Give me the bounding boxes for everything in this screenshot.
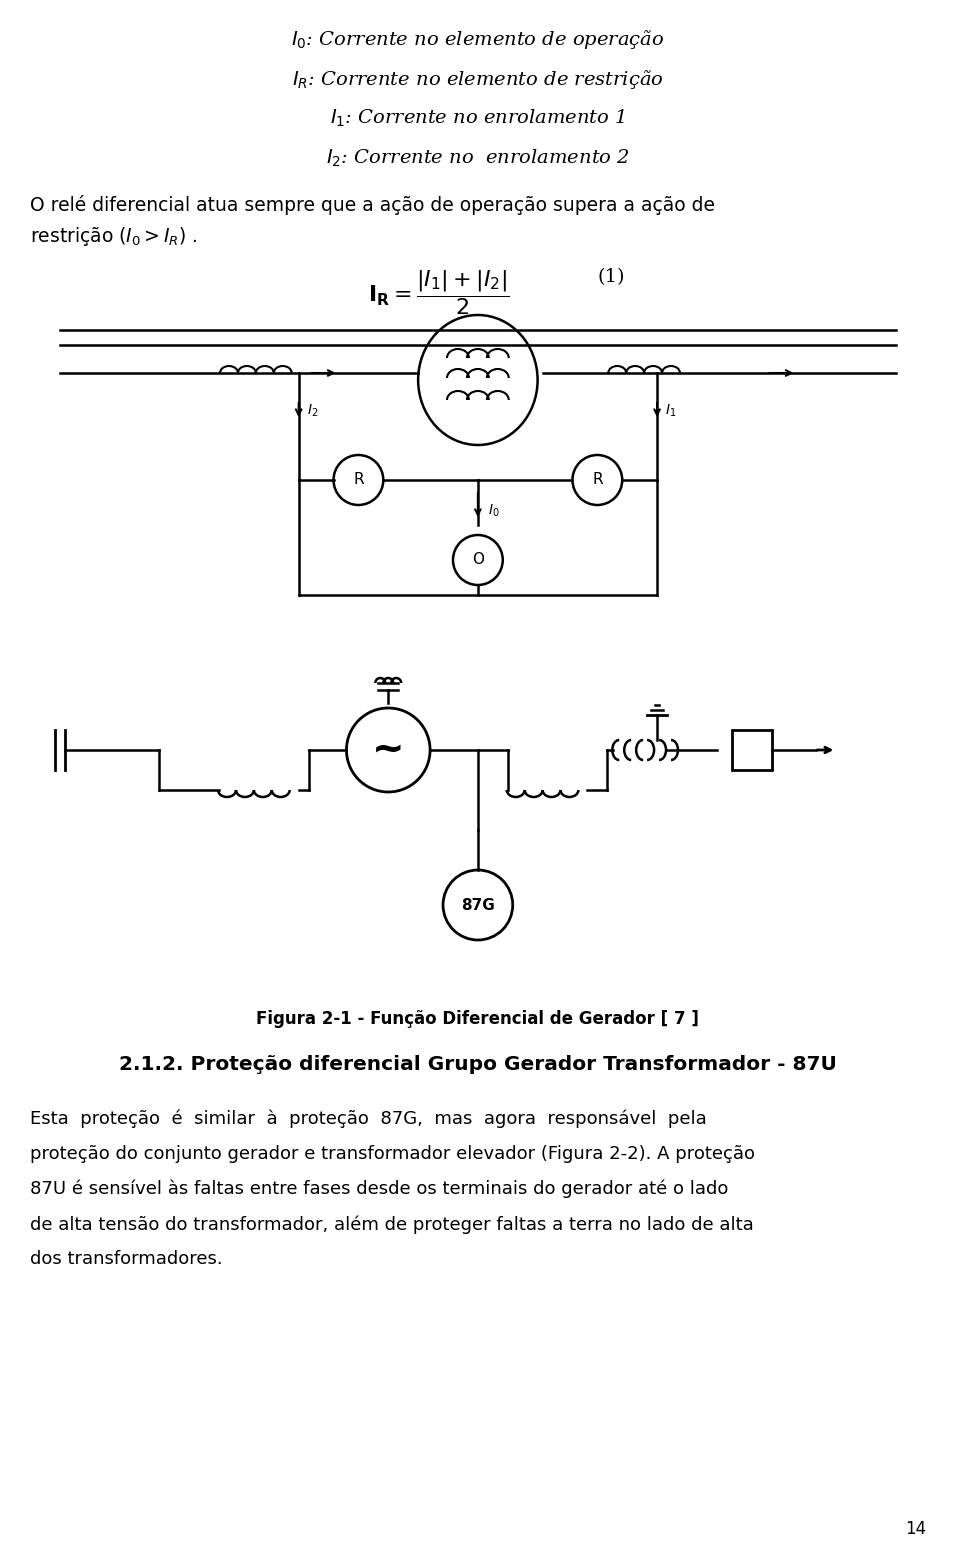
Bar — [732, 729, 772, 769]
Text: $I_0$: $I_0$ — [488, 504, 499, 519]
Text: Esta  proteção  é  similar  à  proteção  87G,  mas  agora  responsável  pela: Esta proteção é similar à proteção 87G, … — [30, 1109, 707, 1128]
Text: dos transformadores.: dos transformadores. — [30, 1250, 223, 1268]
Text: 14: 14 — [904, 1520, 925, 1537]
Text: ~: ~ — [372, 731, 404, 769]
Text: $I_R$: Corrente no elemento de restrição: $I_R$: Corrente no elemento de restrição — [292, 68, 663, 91]
Text: $I_2$: $I_2$ — [306, 403, 318, 419]
Text: $I_2$: Corrente no  enrolamento 2: $I_2$: Corrente no enrolamento 2 — [325, 148, 630, 170]
Text: proteção do conjunto gerador e transformador elevador (Figura 2-2). A proteção: proteção do conjunto gerador e transform… — [30, 1145, 755, 1163]
Text: 87G: 87G — [461, 898, 494, 913]
Text: 2.1.2. Proteção diferencial Grupo Gerador Transformador - 87U: 2.1.2. Proteção diferencial Grupo Gerado… — [119, 1055, 837, 1074]
Text: O: O — [472, 553, 484, 567]
Text: R: R — [353, 473, 364, 488]
Text: O relé diferencial atua sempre que a ação de operação supera a ação de: O relé diferencial atua sempre que a açã… — [30, 195, 715, 215]
Text: $I_1$: $I_1$ — [665, 403, 677, 419]
Text: R: R — [592, 473, 603, 488]
Text: $I_0$: Corrente no elemento de operação: $I_0$: Corrente no elemento de operação — [291, 28, 664, 51]
Text: $I_1$: Corrente no enrolamento 1: $I_1$: Corrente no enrolamento 1 — [330, 108, 626, 130]
Text: de alta tensão do transformador, além de proteger faltas a terra no lado de alta: de alta tensão do transformador, além de… — [30, 1214, 754, 1233]
Text: restrição ($I_0 > I_R$) .: restrição ($I_0 > I_R$) . — [30, 226, 198, 249]
Text: $\mathbf{I_R} = \dfrac{|I_1|+|I_2|}{2}$: $\mathbf{I_R} = \dfrac{|I_1|+|I_2|}{2}$ — [369, 267, 510, 317]
Text: 87U é sensível às faltas entre fases desde os terminais do gerador até o lado: 87U é sensível às faltas entre fases des… — [30, 1180, 729, 1199]
Text: Figura 2-1 - Função Diferencial de Gerador [ 7 ]: Figura 2-1 - Função Diferencial de Gerad… — [256, 1010, 699, 1027]
Text: (1): (1) — [597, 267, 625, 286]
